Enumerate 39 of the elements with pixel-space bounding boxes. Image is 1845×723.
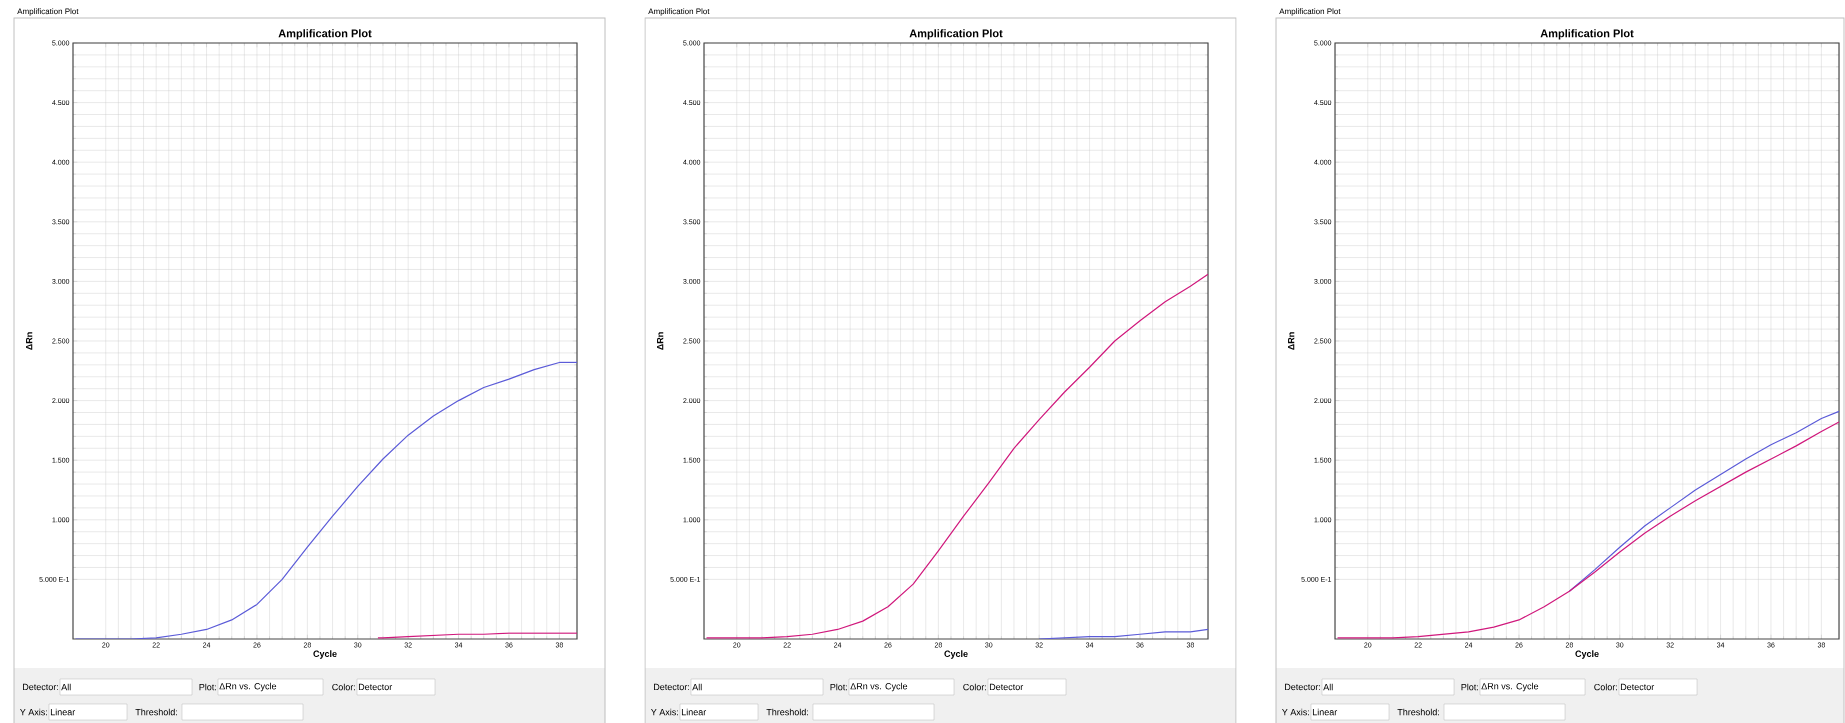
text: Detector: bbox=[1285, 683, 1320, 691]
text: All bbox=[61, 683, 71, 691]
text: Y Axis: bbox=[1282, 708, 1309, 716]
text: Color: bbox=[963, 683, 986, 691]
text: Color: bbox=[332, 683, 355, 691]
text: Linear bbox=[50, 708, 76, 716]
chart-title: Amplification Plot bbox=[278, 29, 372, 40]
text: Plot: bbox=[1461, 683, 1478, 691]
y-axis-title: ΔRn bbox=[657, 332, 664, 350]
text: Plot: bbox=[830, 683, 847, 691]
text: Threshold: bbox=[766, 708, 808, 716]
text: All bbox=[692, 683, 702, 691]
y-axis-title: ΔRn bbox=[1288, 332, 1295, 350]
x-axis-title: Cycle bbox=[313, 650, 337, 659]
text: Y Axis: bbox=[651, 708, 678, 716]
text: Threshold: bbox=[1397, 708, 1439, 716]
text: Detector: bbox=[654, 683, 689, 691]
y-axis-title: ΔRn bbox=[26, 332, 33, 350]
chart-subtitle: Amplification Plot bbox=[1279, 8, 1341, 16]
text: Plot: bbox=[199, 683, 216, 691]
text: Detector bbox=[989, 683, 1024, 691]
text: Y Axis: bbox=[20, 708, 47, 716]
text: Detector bbox=[358, 683, 393, 691]
text: ΔRn vs. Cycle bbox=[1481, 682, 1539, 692]
text: Detector bbox=[1620, 683, 1655, 691]
chart-subtitle: Amplification Plot bbox=[17, 8, 79, 16]
text: Color: bbox=[1594, 683, 1617, 691]
x-axis-title: Cycle bbox=[944, 650, 968, 659]
text: Detector: bbox=[23, 683, 58, 691]
text: Linear bbox=[1312, 708, 1338, 716]
chart-title: Amplification Plot bbox=[1540, 29, 1634, 40]
text: Linear bbox=[681, 708, 707, 716]
chart-subtitle: Amplification Plot bbox=[648, 8, 710, 16]
text: ΔRn vs. Cycle bbox=[219, 682, 277, 692]
x-axis-title: Cycle bbox=[1575, 650, 1599, 659]
text: Threshold: bbox=[135, 708, 177, 716]
text: All bbox=[1323, 683, 1333, 691]
chart-title: Amplification Plot bbox=[909, 29, 1003, 40]
text: ΔRn vs. Cycle bbox=[850, 682, 908, 692]
